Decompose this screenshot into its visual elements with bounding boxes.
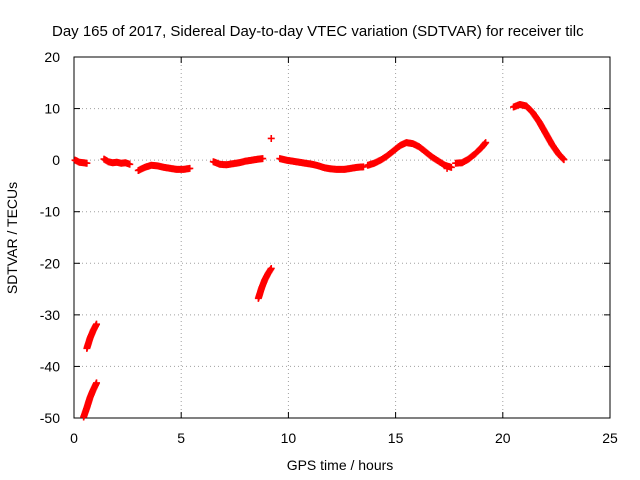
y-axis-label: SDTVAR / TECUs <box>4 182 20 294</box>
data-point <box>259 155 267 163</box>
x-tick-label: 5 <box>177 430 185 446</box>
data-point <box>359 163 367 171</box>
grid <box>74 57 610 418</box>
data-point <box>560 156 568 164</box>
y-tick-label: 10 <box>44 101 60 117</box>
x-tick-label: 15 <box>388 430 404 446</box>
data-point <box>443 164 451 172</box>
x-tick-label: 25 <box>602 430 618 446</box>
data-point <box>93 379 101 387</box>
chart-title: Day 165 of 2017, Sidereal Day-to-day VTE… <box>52 23 584 40</box>
data-point <box>186 164 194 172</box>
y-tick-label: -50 <box>40 410 60 426</box>
data-point <box>126 160 134 168</box>
x-tick-labels: 0 5 10 15 20 25 <box>70 430 618 446</box>
data-points <box>71 100 568 421</box>
y-tick-labels: -50 -40 -30 -20 -10 0 10 20 <box>40 49 60 426</box>
plot-frame <box>73 56 611 419</box>
data-point <box>447 163 455 171</box>
data-point <box>83 159 91 167</box>
x-axis-label: GPS time / hours <box>287 457 394 473</box>
data-point <box>267 264 275 272</box>
y-tick-label: -10 <box>40 204 60 220</box>
y-tick-label: 20 <box>44 49 60 65</box>
x-tick-label: 10 <box>281 430 297 446</box>
x-tick-label: 20 <box>495 430 511 446</box>
y-tick-label: -20 <box>40 255 60 271</box>
y-tick-label: -30 <box>40 307 60 323</box>
y-tick-label: -40 <box>40 358 60 374</box>
y-tick-label: 0 <box>52 152 60 168</box>
data-point <box>267 134 275 142</box>
x-tick-label: 0 <box>70 430 78 446</box>
data-point <box>93 320 101 328</box>
data-point <box>482 139 490 147</box>
